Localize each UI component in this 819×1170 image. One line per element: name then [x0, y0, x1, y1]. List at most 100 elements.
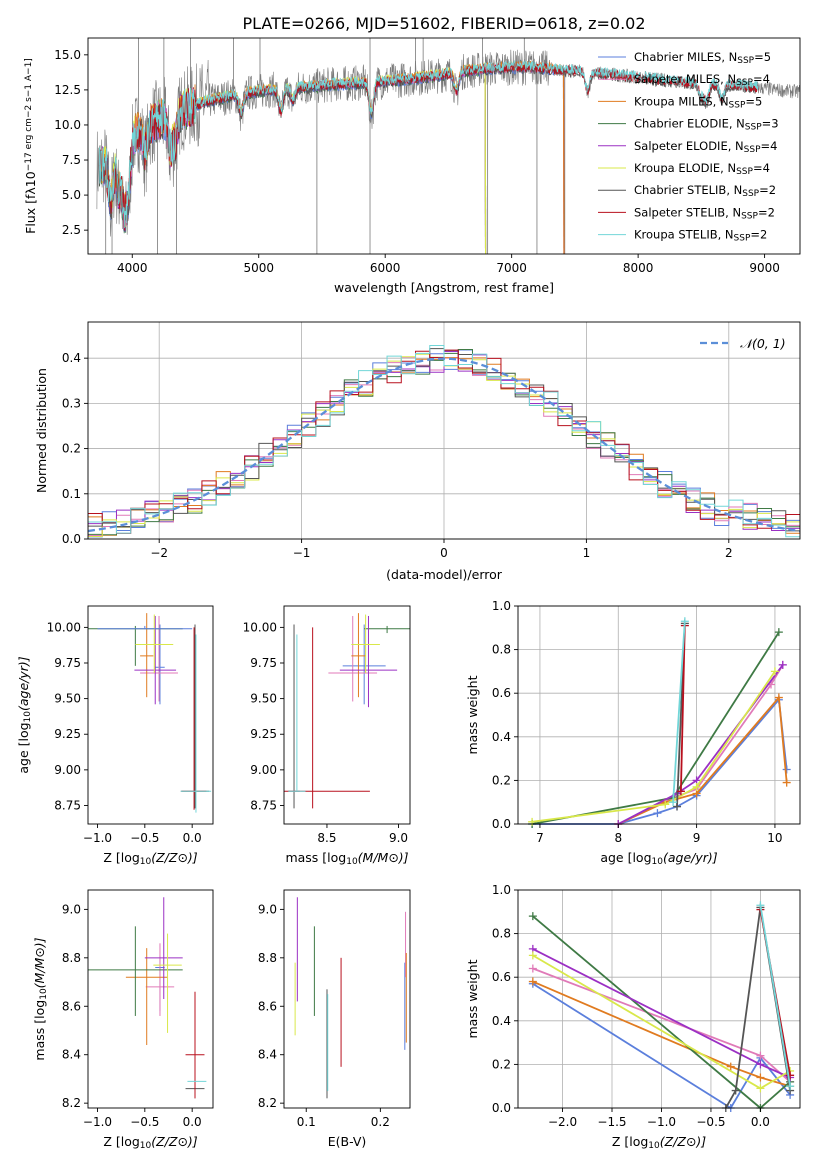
age-vs-Z-ytick-label: 9.75	[54, 656, 81, 670]
weight-vs-age-line-kroupa_stelib	[672, 621, 686, 803]
age-vs-mass-xtick-label: 8.5	[317, 831, 336, 845]
spectrum-legend-entry: Salpeter STELIB, NSSP=2	[634, 205, 775, 221]
residuals-xlabel: (data-model)/error	[386, 567, 503, 582]
weight-vs-age-marker-kroupa_miles	[774, 693, 783, 702]
weight-vs-age-line-salpeter_stelib	[680, 625, 686, 792]
spectrum-xtick-label: 6000	[370, 261, 401, 275]
spectrum-xtick-label: 8000	[623, 261, 654, 275]
age-vs-mass-plot-area	[284, 613, 410, 809]
spectrum-xlabel: wavelength [Angstrom, rest frame]	[334, 280, 554, 295]
residuals-ytick-label: 0.2	[62, 442, 81, 456]
weight-vs-Z-marker-kroupa_stelib	[786, 1082, 795, 1091]
weight-vs-age-marker-kroupa_elodie	[770, 667, 779, 676]
spectrum-ytick-label: 12.5	[54, 83, 81, 97]
mass-vs-Z-xtick-label: −0.5	[130, 1115, 159, 1129]
weight-vs-age-xtick-label: 8	[614, 831, 622, 845]
residuals-xtick-label: 0	[440, 546, 448, 560]
weight-vs-age-xtick-label: 9	[693, 831, 701, 845]
age-vs-Z-plot-area	[88, 613, 212, 813]
mass-vs-Z-plot-area	[88, 897, 207, 1099]
weight-vs-age-axes-frame	[517, 605, 801, 825]
mass-vs-ebv-ytick-label: 8.6	[258, 999, 277, 1013]
spectrum-ytick-label: 10.0	[54, 118, 81, 132]
spectrum-ytick-label: 5.0	[62, 188, 81, 202]
mass-vs-ebv-plot-area	[294, 897, 407, 1099]
weight-vs-age-marker-chabrier_miles	[653, 809, 662, 818]
age-vs-mass-xtick-label: 9.0	[389, 831, 408, 845]
spectrum-ytick-label: 7.5	[62, 153, 81, 167]
weight-vs-Z-xtick-label: −1.5	[597, 1115, 626, 1129]
age-vs-mass-ytick-label: 9.25	[250, 727, 277, 741]
weight-vs-age-marker-chabrier_miles	[782, 765, 791, 774]
age-vs-Z-xlabel: Z [log10(Z/Z⊙)]	[103, 850, 197, 867]
weight-vs-age-marker-kroupa_stelib	[669, 798, 678, 807]
mass-vs-ebv-axes-frame	[283, 889, 411, 1109]
spectrum-legend-entry: Chabrier ELODIE, NSSP=3	[634, 117, 779, 133]
age-vs-Z-xtick-label: −1.0	[83, 831, 112, 845]
mass-vs-Z-xtick-label: 0.0	[183, 1115, 202, 1129]
mass-vs-ebv-xtick-label: 0.1	[297, 1115, 316, 1129]
weight-vs-age-marker-kroupa_elodie	[661, 800, 670, 809]
weight-vs-Z-marker-kroupa_miles	[756, 1073, 765, 1082]
weight-vs-age-marker-salpeter_elodie	[778, 660, 787, 669]
age-vs-Z-ytick-label: 9.50	[54, 692, 81, 706]
residuals-ytick-label: 0.4	[62, 351, 81, 365]
spectrum-model-kroupa_stelib	[99, 59, 759, 229]
weight-vs-Z-ytick-label: 0.4	[492, 1014, 511, 1028]
weight-vs-age-marker-chabrier_stelib	[673, 802, 682, 811]
age-vs-Z-ytick-label: 9.25	[54, 727, 81, 741]
spectrum-model-cutoff-kroupa_miles	[562, 70, 565, 254]
weight-vs-Z-ylabel: mass weight	[465, 959, 480, 1038]
mass-vs-ebv-ytick-label: 8.8	[258, 951, 277, 965]
weight-vs-age-xtick-label: 7	[536, 831, 544, 845]
weight-vs-Z-line-chabrier_miles	[532, 982, 791, 1110]
mass-vs-Z-axes-frame	[87, 889, 214, 1109]
weight-vs-Z-xtick-label: −0.5	[696, 1115, 725, 1129]
spectrum-ylabel: Flux [fλ10−17 erg cm−2 s−1 A−1]	[23, 58, 38, 234]
weight-vs-age-ytick-label: 1.0	[492, 599, 511, 613]
weight-vs-Z-ytick-label: 1.0	[492, 883, 511, 897]
residuals-ytick-label: 0.1	[62, 487, 81, 501]
residuals-hist-kroupa_stelib	[88, 345, 800, 538]
mass-vs-ebv-xlabel: E(B-V)	[328, 1134, 367, 1149]
mass-vs-ebv-ytick-label: 8.4	[258, 1048, 277, 1062]
weight-vs-age-xlabel: age [log10(age/yr)]	[600, 850, 717, 867]
weight-vs-age-ytick-label: 0.6	[492, 686, 511, 700]
spectrum-xtick-label: 7000	[496, 261, 527, 275]
weight-vs-age-marker-chabrier_elodie	[774, 628, 783, 637]
age-vs-mass-ytick-label: 9.75	[250, 656, 277, 670]
weight-vs-Z-xtick-label: −1.0	[647, 1115, 676, 1129]
residuals-ylabel: Normed distribution	[34, 368, 49, 493]
residuals-normal-curve	[88, 357, 800, 533]
weight-vs-Z-line-kroupa_miles	[532, 980, 791, 1088]
mass-vs-Z-ylabel: mass [log10(M/M⊙)]	[32, 937, 49, 1060]
residuals-legend-label: 𝒩(0, 1)	[740, 336, 786, 351]
residuals-plot-area	[88, 345, 800, 539]
mass-vs-ebv-xtick-label: 0.2	[371, 1115, 390, 1129]
weight-vs-Z-axes-frame	[517, 889, 801, 1109]
weight-vs-age-marker-kroupa_elodie	[692, 782, 701, 791]
spectrum-legend-entry: Kroupa ELODIE, NSSP=4	[634, 161, 770, 177]
spectrum-xtick-label: 5000	[243, 261, 274, 275]
weight-vs-Z-marker-kroupa_elodie	[756, 1084, 765, 1093]
weight-vs-age-ylabel: mass weight	[465, 675, 480, 754]
spectrum-legend-entry: Salpeter ELODIE, NSSP=4	[634, 139, 777, 155]
mass-vs-Z-xtick-label: −1.0	[83, 1115, 112, 1129]
residuals-ytick-label: 0.3	[62, 396, 81, 410]
mass-vs-ebv-ytick-label: 9.0	[258, 902, 277, 916]
weight-vs-age-marker-kroupa_miles	[782, 778, 791, 787]
spectrum-ytick-label: 15.0	[54, 48, 81, 62]
mass-vs-Z-ytick-label: 8.2	[62, 1096, 81, 1110]
mass-vs-Z-ytick-label: 8.8	[62, 951, 81, 965]
weight-vs-Z-ytick-label: 0.6	[492, 970, 511, 984]
weight-vs-age-ytick-label: 0.4	[492, 730, 511, 744]
age-vs-mass-axes-frame	[283, 605, 411, 825]
weight-vs-Z-ytick-label: 0.0	[492, 1101, 511, 1115]
age-vs-Z-ytick-label: 9.00	[54, 763, 81, 777]
weight-vs-Z-marker-salpeter_miles	[756, 1051, 765, 1060]
age-vs-Z-xtick-label: 0.0	[183, 831, 202, 845]
age-vs-Z-axes-frame	[87, 605, 214, 825]
weight-vs-age-ytick-label: 0.8	[492, 643, 511, 657]
age-vs-Z-ylabel: age [log10(age/yr)]	[16, 656, 33, 773]
